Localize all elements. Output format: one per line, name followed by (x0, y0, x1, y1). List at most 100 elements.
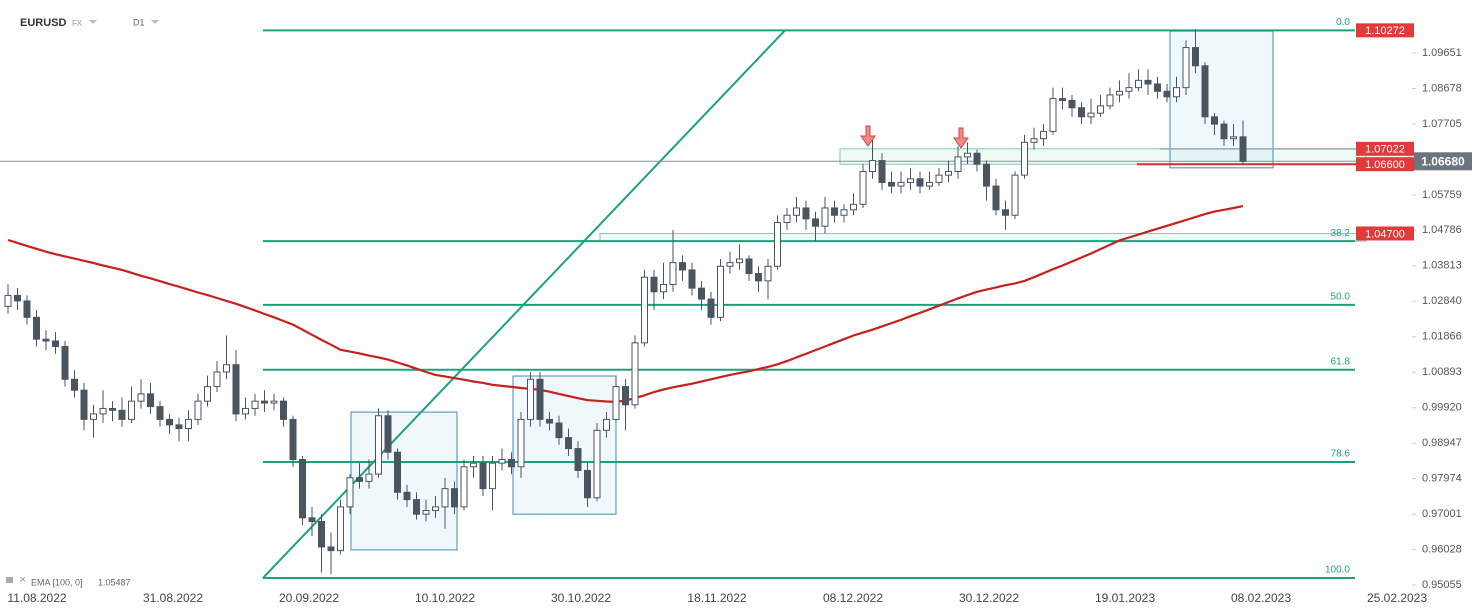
candle-body (90, 413, 97, 420)
candle-body (593, 429, 601, 499)
candle-body (1087, 112, 1095, 118)
candle-body (337, 506, 344, 552)
candle-body (555, 422, 563, 439)
price-tag (1356, 226, 1414, 241)
x-tick-label: 10.10.2022 (415, 591, 475, 605)
candle-body (42, 338, 50, 342)
candle-body (166, 418, 173, 426)
price-tag (1356, 141, 1414, 156)
y-tick-label: 0.96028 (1422, 544, 1462, 556)
candle-body (1030, 138, 1038, 143)
candle-body (574, 448, 582, 471)
candle-body (631, 342, 639, 406)
candle-body (422, 510, 430, 515)
candle-body (850, 203, 857, 211)
y-tick-label: 1.02840 (1422, 295, 1462, 307)
timeframe[interactable]: D1 (133, 17, 145, 27)
y-tick-label: 0.97974 (1422, 473, 1462, 485)
x-tick-label: 30.12.2022 (959, 591, 1019, 605)
candle-body (726, 262, 734, 267)
candle-body (622, 386, 629, 406)
candle-body (1049, 98, 1057, 132)
eye-icon[interactable] (6, 577, 13, 583)
candle-body (859, 170, 867, 205)
candle-body (204, 386, 211, 402)
candle-body (840, 209, 848, 216)
candle-body (688, 269, 696, 289)
candle-body (641, 276, 648, 344)
y-tick-label: 0.99920 (1422, 402, 1462, 414)
fib-label: 38.2 (1331, 228, 1351, 239)
candle-body (80, 389, 88, 420)
candle-body (802, 207, 810, 220)
candle-body (460, 466, 468, 508)
candle-body (52, 340, 59, 347)
market: FX (72, 19, 83, 28)
candle-body (1173, 87, 1180, 98)
price-tag-label: 1.10272 (1365, 25, 1405, 37)
candle-body (745, 258, 753, 275)
candle-body (156, 406, 164, 420)
candle-body (650, 276, 658, 293)
candle-body (926, 181, 933, 187)
candle-body (261, 400, 268, 404)
candle-body (384, 415, 392, 453)
zone (839, 148, 1367, 165)
x-tick-label: 08.02.2023 (1231, 591, 1291, 605)
candle-body (223, 364, 230, 373)
candle-body (232, 364, 240, 415)
candle-body (280, 400, 287, 420)
candle-body (1106, 94, 1114, 107)
candle-body (308, 517, 316, 522)
candle-body (1154, 83, 1161, 92)
candle-body (565, 437, 572, 450)
candle-body (99, 407, 107, 415)
price-tag-label: 1.06600 (1365, 159, 1405, 171)
candle-body (1163, 90, 1171, 98)
dropdown-icon[interactable] (89, 20, 97, 24)
candle-body (194, 400, 202, 420)
candle-body (109, 407, 116, 411)
candle-body (118, 409, 126, 420)
candle-body (299, 458, 306, 519)
fib-label: 61.8 (1331, 356, 1351, 367)
candle-body (907, 178, 914, 183)
candle-body (251, 400, 259, 409)
close-icon[interactable]: ✕ (19, 574, 27, 584)
candle-body (1097, 105, 1104, 114)
symbol[interactable]: EURUSD (20, 17, 67, 29)
candle-body (517, 418, 525, 468)
candle-body (71, 378, 78, 391)
y-tick-label: 0.95055 (1422, 579, 1462, 591)
y-tick-label: 1.04786 (1422, 224, 1462, 236)
candle-body (175, 424, 183, 430)
candle-body (1125, 87, 1133, 92)
candle-body (992, 185, 1000, 211)
candle-body (793, 207, 800, 216)
y-tick-label: 0.98947 (1422, 437, 1462, 449)
x-tick-label: 08.12.2022 (823, 591, 883, 605)
plot-layer: 1.09651 1.08678 1.07705 1.05759 1.04786 1.038… (0, 17, 1472, 605)
candle-body (698, 287, 705, 300)
y-tick-label: 1.05759 (1422, 189, 1462, 201)
candle-body (327, 546, 335, 552)
x-tick-label: 20.09.2022 (279, 591, 339, 605)
candle-body (242, 407, 249, 415)
x-tick-label: 25.02.2023 (1367, 591, 1427, 605)
y-tick-label: 0.97001 (1422, 508, 1462, 520)
candle-body (403, 491, 411, 501)
candle-body (33, 316, 40, 340)
candle-body (717, 265, 724, 318)
dropdown-icon[interactable] (151, 20, 159, 24)
arrow-marker (953, 127, 969, 149)
fib-label: 100.0 (1325, 565, 1350, 576)
candle-body (1135, 79, 1142, 89)
candle-body (660, 284, 667, 293)
candle-body (546, 418, 553, 424)
candle-body (945, 170, 952, 176)
candle-body (1220, 123, 1228, 140)
candle-body (508, 458, 515, 468)
candle-body (1192, 47, 1199, 67)
candle-body (755, 273, 762, 282)
